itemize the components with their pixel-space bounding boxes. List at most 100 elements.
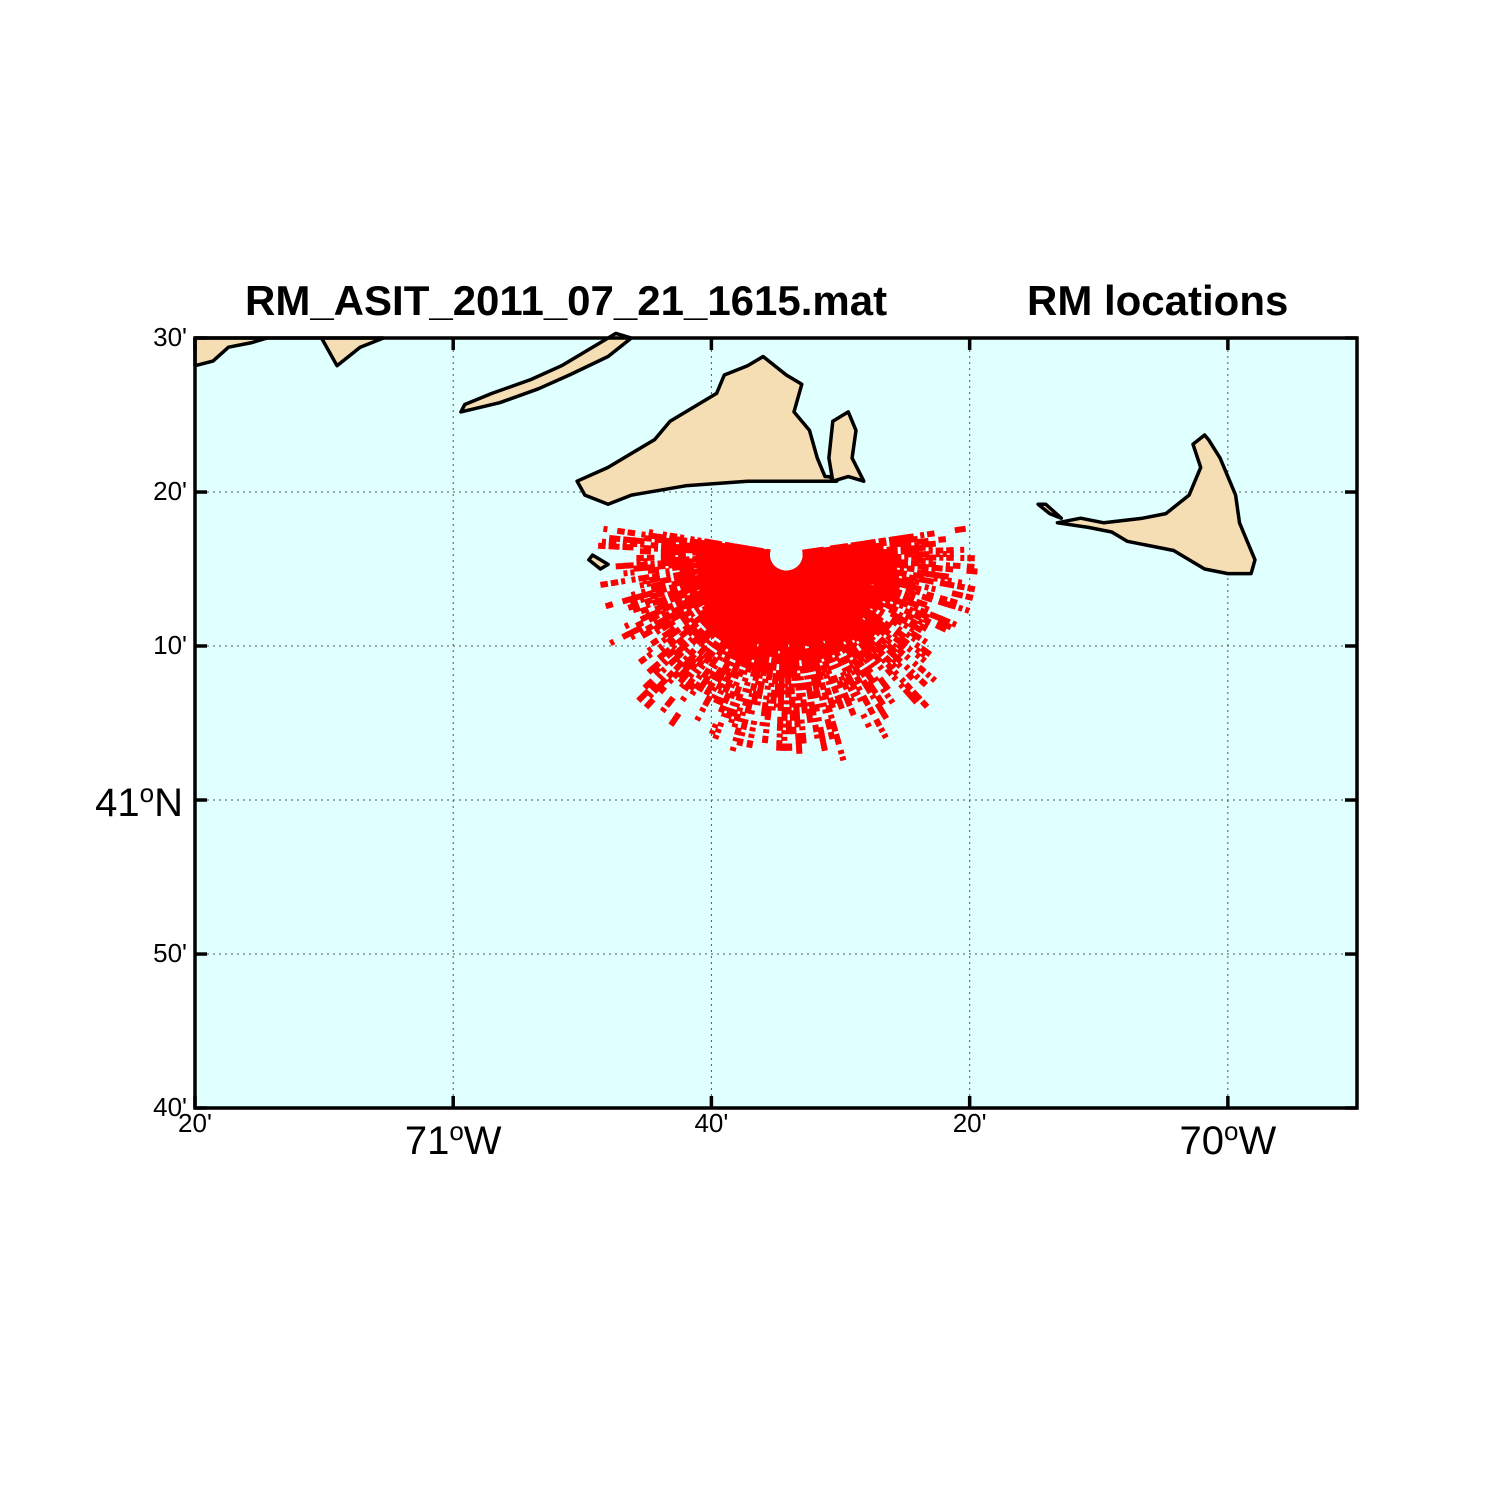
rm-location-point <box>678 563 684 571</box>
rm-location-point <box>669 630 676 638</box>
rm-location-point <box>611 543 617 550</box>
rm-location-point <box>664 651 672 659</box>
rm-location-point <box>646 667 654 675</box>
rm-location-point <box>670 614 678 622</box>
rm-location-point <box>706 652 714 660</box>
rm-location-point <box>608 638 616 646</box>
rm-location-point <box>728 718 736 724</box>
rm-location-point <box>618 562 624 570</box>
rm-location-point <box>638 619 645 628</box>
rm-location-point <box>764 712 772 718</box>
rm-location-point <box>784 663 791 668</box>
rm-location-point <box>623 570 628 577</box>
rm-location-point <box>646 646 654 654</box>
rm-location-point <box>755 694 763 700</box>
rm-location-point <box>601 542 606 550</box>
rm-location-point <box>643 702 651 710</box>
rm-location-point <box>794 723 801 728</box>
rm-location-point <box>659 684 668 692</box>
rm-location-point <box>800 739 807 744</box>
rm-location-point <box>627 603 634 611</box>
rm-location-point <box>772 646 779 651</box>
rm-location-point <box>789 700 796 705</box>
landmasses <box>193 331 1257 576</box>
rm-location-point <box>769 706 776 711</box>
rm-location-point <box>671 672 679 680</box>
rm-location-point <box>691 625 699 633</box>
rm-location-point <box>660 624 668 632</box>
rm-location-point <box>654 539 659 546</box>
rm-location-point <box>699 642 707 650</box>
rm-location-point <box>796 696 803 701</box>
rm-location-point <box>639 581 645 589</box>
rm-location-point <box>715 676 723 684</box>
rm-location-point <box>674 549 679 556</box>
rm-location-point <box>705 694 713 702</box>
rm-location-point <box>785 693 792 698</box>
tuckernuck-landmass <box>1036 502 1064 520</box>
rm-location-point <box>666 698 674 706</box>
rm-location-point <box>708 729 717 736</box>
rm-location-point <box>724 666 732 673</box>
rm-location-point <box>732 673 740 680</box>
map-title: RM_ASIT_2011_07_21_1615.mat <box>245 277 887 324</box>
rm-location-point <box>677 650 685 658</box>
rm-location-point <box>714 727 722 734</box>
rm-location-point <box>703 689 711 697</box>
rm-location-point <box>646 651 654 659</box>
rm-location-point <box>690 661 698 669</box>
rm-location-point <box>678 613 685 621</box>
rm-location-point <box>657 563 663 570</box>
rm-location-point <box>651 686 659 694</box>
rm-location-point <box>639 615 646 623</box>
rm-location-point <box>777 720 784 725</box>
rm-location-point <box>602 525 608 533</box>
rm-location-point <box>644 535 649 542</box>
rm-location-point <box>775 643 782 648</box>
rm-location-point <box>689 647 697 655</box>
rm-location-point <box>678 607 685 615</box>
rm-location-point <box>928 554 933 561</box>
rm-location-point <box>640 564 645 572</box>
rm-location-point <box>781 736 788 741</box>
rm-location-point <box>925 551 930 558</box>
rm-location-point <box>749 686 757 692</box>
rm-location-point <box>622 543 627 551</box>
rm-location-point <box>777 703 784 708</box>
rm-location-point <box>789 646 796 652</box>
rm-location-point <box>733 702 741 708</box>
rm-location-point <box>669 618 676 627</box>
rm-location-point <box>793 663 800 668</box>
rm-location-point <box>657 536 663 544</box>
rm-location-point <box>736 741 744 747</box>
rm-location-point <box>711 655 720 663</box>
rm-location-point <box>648 697 656 705</box>
rm-location-point <box>970 555 975 562</box>
rm-location-point <box>746 743 753 749</box>
rm-location-point <box>660 548 665 555</box>
rm-location-point <box>960 546 965 553</box>
rm-location-point <box>652 637 660 645</box>
rm-location-point <box>664 603 672 612</box>
rm-location-point <box>723 654 731 662</box>
rm-location-point <box>705 687 713 694</box>
rm-location-point <box>643 564 649 571</box>
rm-location-point <box>740 724 748 731</box>
rm-location-point <box>910 565 915 573</box>
rm-location-point <box>679 695 688 703</box>
rm-location-point <box>625 544 631 551</box>
rm-location-point <box>651 599 658 607</box>
rm-location-point <box>672 628 679 636</box>
rm-location-point <box>603 580 609 588</box>
rm-location-point <box>670 717 678 725</box>
rm-location-point <box>642 682 650 691</box>
rm-location-point <box>723 695 731 702</box>
rm-location-point <box>765 675 773 681</box>
rm-location-point <box>636 695 644 703</box>
rm-location-point <box>661 605 668 613</box>
rm-location-point <box>726 678 734 685</box>
rm-location-point <box>663 622 670 630</box>
rm-location-point <box>657 603 664 611</box>
rm-location-point <box>931 540 937 547</box>
rm-location-point <box>770 666 777 671</box>
